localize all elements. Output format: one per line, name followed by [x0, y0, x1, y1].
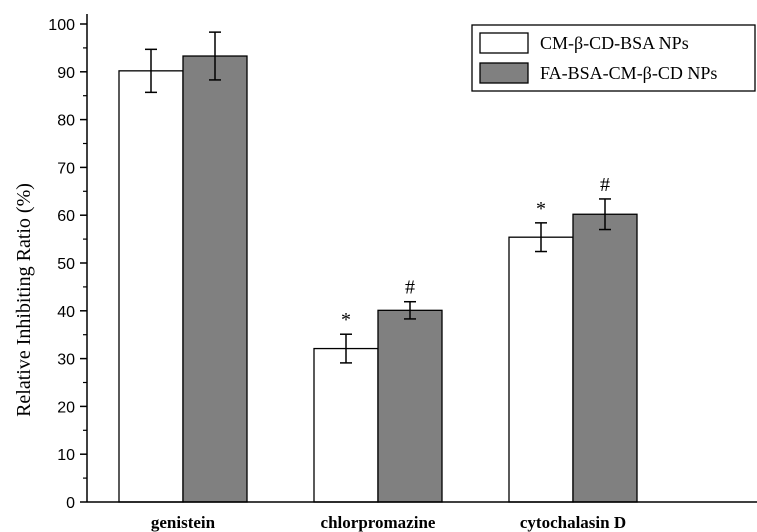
x-tick-label: cytochalasin D — [520, 513, 626, 532]
y-tick-label: 60 — [57, 208, 75, 225]
y-tick-label: 20 — [57, 399, 75, 416]
bar — [182, 55, 248, 503]
y-tick-label: 50 — [57, 256, 75, 273]
significance-label: # — [405, 277, 415, 299]
y-tick-label: 10 — [57, 447, 75, 464]
x-tick-label: chlorpromazine — [321, 513, 436, 532]
y-tick-label: 0 — [66, 495, 75, 512]
bar — [313, 347, 379, 503]
y-tick-label: 30 — [57, 352, 75, 369]
bar — [572, 213, 638, 503]
legend-label: CM-β-CD-BSA NPs — [540, 33, 689, 53]
y-tick-label: 70 — [57, 160, 75, 177]
legend: CM-β-CD-BSA NPs FA-BSA-CM-β-CD NPs — [471, 24, 756, 92]
bars: * # * # — [118, 31, 638, 503]
legend-label: FA-BSA-CM-β-CD NPs — [540, 63, 717, 83]
bar — [508, 236, 574, 503]
legend-swatch — [479, 32, 529, 54]
significance-label: # — [600, 174, 610, 196]
y-axis-title: Relative Inhibiting Ratio (%) — [13, 183, 35, 417]
significance-label: * — [341, 309, 351, 331]
bar — [118, 70, 184, 503]
y-tick-label: 90 — [57, 65, 75, 82]
significance-label: * — [536, 198, 546, 220]
axes: 0 10 20 30 40 50 60 70 80 90 100 genistein chlorprom… — [48, 14, 757, 532]
y-tick-label: 40 — [57, 304, 75, 321]
legend-swatch — [479, 62, 529, 84]
y-tick-label: 80 — [57, 113, 75, 130]
bar — [377, 309, 443, 503]
x-tick-label: genistein — [151, 513, 216, 532]
y-tick-label: 100 — [48, 17, 75, 34]
